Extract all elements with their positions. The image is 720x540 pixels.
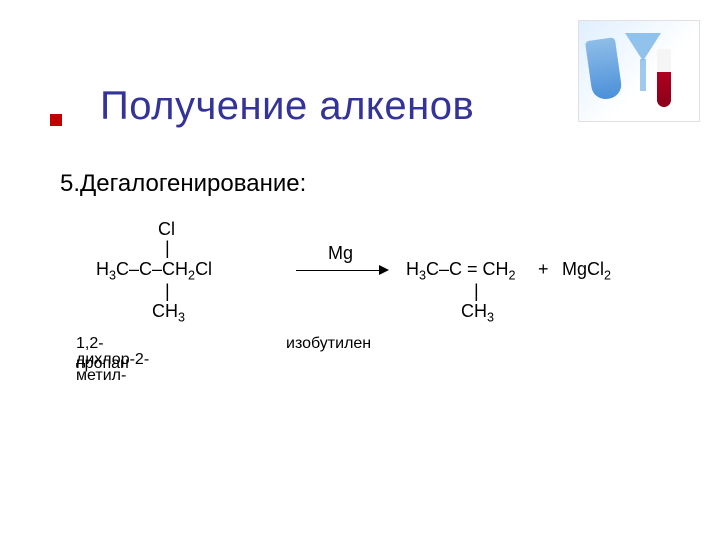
section-subtitle: 5.Дегалогенирование: — [60, 170, 306, 198]
title-bullet — [50, 114, 62, 126]
product-backbone: H3C–C = CH2 — [406, 260, 516, 282]
reaction-arrow-line — [296, 270, 381, 271]
reactant-top-sub: Cl — [158, 220, 175, 238]
plus-sign: + — [538, 260, 549, 278]
seg-sub: 3 — [109, 269, 116, 283]
product-bottom-sub: CH3 — [461, 302, 494, 324]
funnel-stem-icon — [640, 59, 646, 91]
test-tube-icon — [657, 49, 671, 107]
product-bond-vertical: | — [474, 282, 479, 300]
arrow-reagent: Mg — [328, 244, 353, 262]
bond-vertical-top: | — [165, 239, 170, 257]
bond-vertical-bottom: | — [165, 282, 170, 300]
funnel-icon — [625, 33, 661, 61]
product-name: изобутилен — [286, 336, 371, 352]
seg: C–C–CH — [116, 259, 188, 279]
reactant-name-line2: пропан — [76, 356, 129, 372]
reactant-bottom-sub: CH3 — [152, 302, 185, 324]
reaction-arrow-head — [379, 265, 389, 275]
page-title: Получение алкенов — [100, 84, 474, 129]
decorative-lab-image — [578, 20, 700, 122]
seg: Cl — [195, 259, 212, 279]
flask-icon — [585, 37, 623, 101]
byproduct: MgCl2 — [562, 260, 611, 282]
seg-sub: 2 — [188, 269, 195, 283]
seg: H — [96, 259, 109, 279]
reactant-backbone: H3C–C–CH2Cl — [96, 260, 212, 282]
